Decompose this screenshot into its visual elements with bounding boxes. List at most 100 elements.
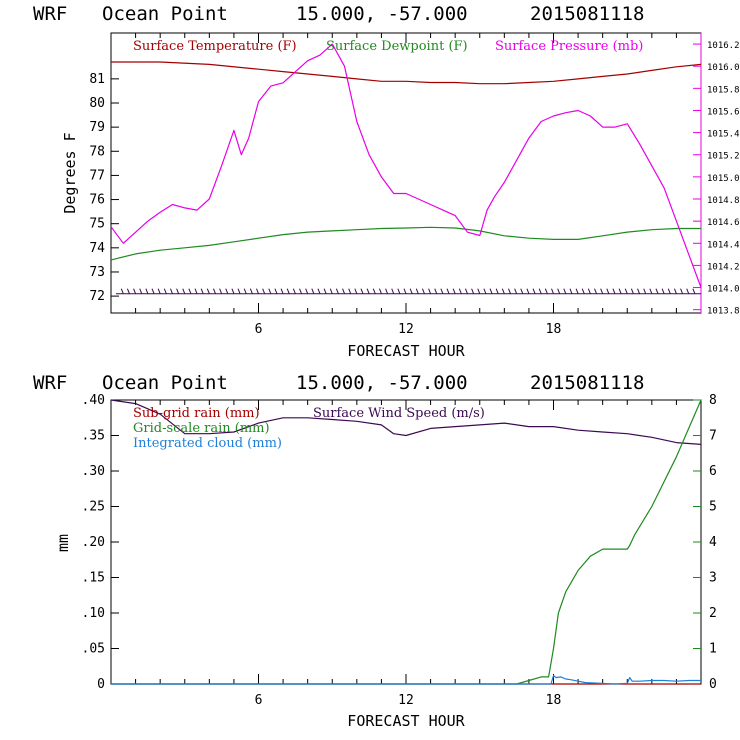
- wind-barb: [434, 288, 438, 294]
- wind-barb: [575, 288, 579, 294]
- wind-barb: [169, 288, 173, 294]
- wind-barb: [188, 288, 192, 294]
- wind-barb: [655, 288, 659, 294]
- series-line-surface-pressure: [110, 43, 702, 288]
- x-tick-label: 6: [255, 693, 263, 708]
- wind-barb: [378, 288, 382, 294]
- wind-barb: [280, 288, 284, 294]
- wind-barb: [673, 288, 677, 294]
- series-line-surface-temperature: [111, 61, 702, 85]
- y-tick-label: .10: [82, 606, 105, 621]
- wind-barb: [120, 288, 124, 294]
- x-tick-label: 18: [546, 322, 562, 337]
- wind-barb: [194, 288, 198, 294]
- y-tick-label: 73: [89, 265, 105, 280]
- y2-tick-label: 1015.4: [707, 130, 740, 140]
- wind-barb: [126, 288, 130, 294]
- wind-barb: [385, 288, 389, 294]
- wind-barb: [317, 288, 321, 294]
- wind-barb: [243, 288, 247, 294]
- wind-barb: [415, 288, 419, 294]
- wind-barb: [348, 288, 352, 294]
- y-tick-label: 72: [89, 289, 105, 304]
- wind-barb: [335, 288, 339, 294]
- chart-2-legend-gridscale-rain: Grid-scale rain (mm): [133, 421, 270, 436]
- wind-barb: [520, 288, 524, 294]
- y2-tick-label: 2: [709, 606, 717, 621]
- wind-barb: [557, 288, 561, 294]
- wind-barb: [526, 288, 530, 294]
- y-tick-label: 0: [97, 677, 105, 692]
- x-tick-label: 12: [398, 322, 414, 337]
- chart-1-legend-temperature: Surface Temperature (F): [133, 39, 297, 54]
- wind-barb: [231, 288, 235, 294]
- chart-1-legend-dewpoint: Surface Dewpoint (F): [326, 39, 468, 54]
- wind-barb: [219, 288, 223, 294]
- wind-barb: [477, 288, 481, 294]
- wind-barb: [299, 288, 302, 294]
- y-tick-label: 77: [89, 168, 105, 183]
- wind-barb: [452, 288, 456, 294]
- y-tick-label: .30: [82, 464, 105, 479]
- wind-barb: [329, 288, 333, 294]
- chart-2-legend-wind-speed: Surface Wind Speed (m/s): [313, 406, 485, 421]
- wind-barb: [649, 288, 653, 294]
- chart-1-ticks: 6 12 18 72 73 74 75 76 77 78 79 80 81 1013.8 1014.0 101…: [89, 33, 740, 337]
- wind-barb: [501, 288, 505, 294]
- y2-tick-label: 1016.0: [707, 63, 740, 73]
- wind-barb: [151, 288, 155, 294]
- x-tick-label: 12: [398, 693, 414, 708]
- wind-barb: [372, 288, 376, 294]
- wind-barb: [538, 288, 542, 294]
- wind-barb: [176, 288, 180, 294]
- wind-barb: [397, 288, 401, 294]
- chart-1-header-date: 2015081118: [530, 3, 644, 25]
- wind-barb: [594, 288, 597, 294]
- wind-barb: [637, 288, 641, 294]
- wind-barb: [391, 288, 395, 294]
- series-line-integrated-cloud: [111, 674, 701, 685]
- y2-tick-label: 7: [709, 429, 717, 444]
- wind-barb: [366, 288, 370, 294]
- wind-barb: [249, 288, 253, 294]
- wind-barb: [600, 288, 604, 294]
- wind-barb: [489, 288, 493, 294]
- wind-barb: [133, 288, 137, 294]
- y2-tick-label: 1: [709, 642, 717, 657]
- chart-2-header-model: WRF: [33, 372, 67, 394]
- wind-barb: [661, 288, 665, 294]
- wind-barb: [206, 288, 210, 294]
- y-tick-label: .20: [82, 535, 105, 550]
- wind-barb: [508, 288, 511, 294]
- y2-tick-label: 1013.8: [707, 307, 740, 317]
- y-tick-label: .35: [82, 429, 105, 444]
- y-tick-label: 81: [89, 72, 105, 87]
- wind-barb: [514, 288, 518, 294]
- chart-1-header-model: WRF: [33, 3, 67, 25]
- temperature-pressure-chart: WRF Ocean Point 15.000, -57.000 20150811…: [33, 3, 740, 360]
- wind-barb: [139, 288, 143, 294]
- wind-barb: [532, 288, 536, 294]
- wind-barb: [446, 288, 450, 294]
- wind-barb: [587, 288, 591, 294]
- chart-2-legend-integrated-cloud: Integrated cloud (mm): [133, 436, 282, 451]
- series-line-surface-wind-speed: [110, 399, 702, 445]
- y2-tick-label: 1015.8: [707, 85, 740, 95]
- wind-barb: [354, 288, 358, 294]
- wind-barb: [440, 288, 444, 294]
- y2-tick-label: 1016.2: [707, 41, 740, 51]
- wind-barb: [630, 288, 634, 294]
- y2-tick-label: 6: [709, 464, 717, 479]
- y2-tick-label: 1015.6: [707, 107, 740, 117]
- y2-tick-label: 1014.4: [707, 240, 740, 250]
- wind-barb: [360, 288, 364, 294]
- wind-barb: [483, 288, 487, 294]
- y2-tick-label: 4: [709, 535, 717, 550]
- y-tick-label: 74: [89, 241, 105, 256]
- series-line-surface-dewpoint: [110, 226, 701, 261]
- wind-barb: [686, 288, 690, 294]
- chart-1-header-coords: 15.000, -57.000: [296, 3, 468, 25]
- wind-barb: [495, 288, 499, 294]
